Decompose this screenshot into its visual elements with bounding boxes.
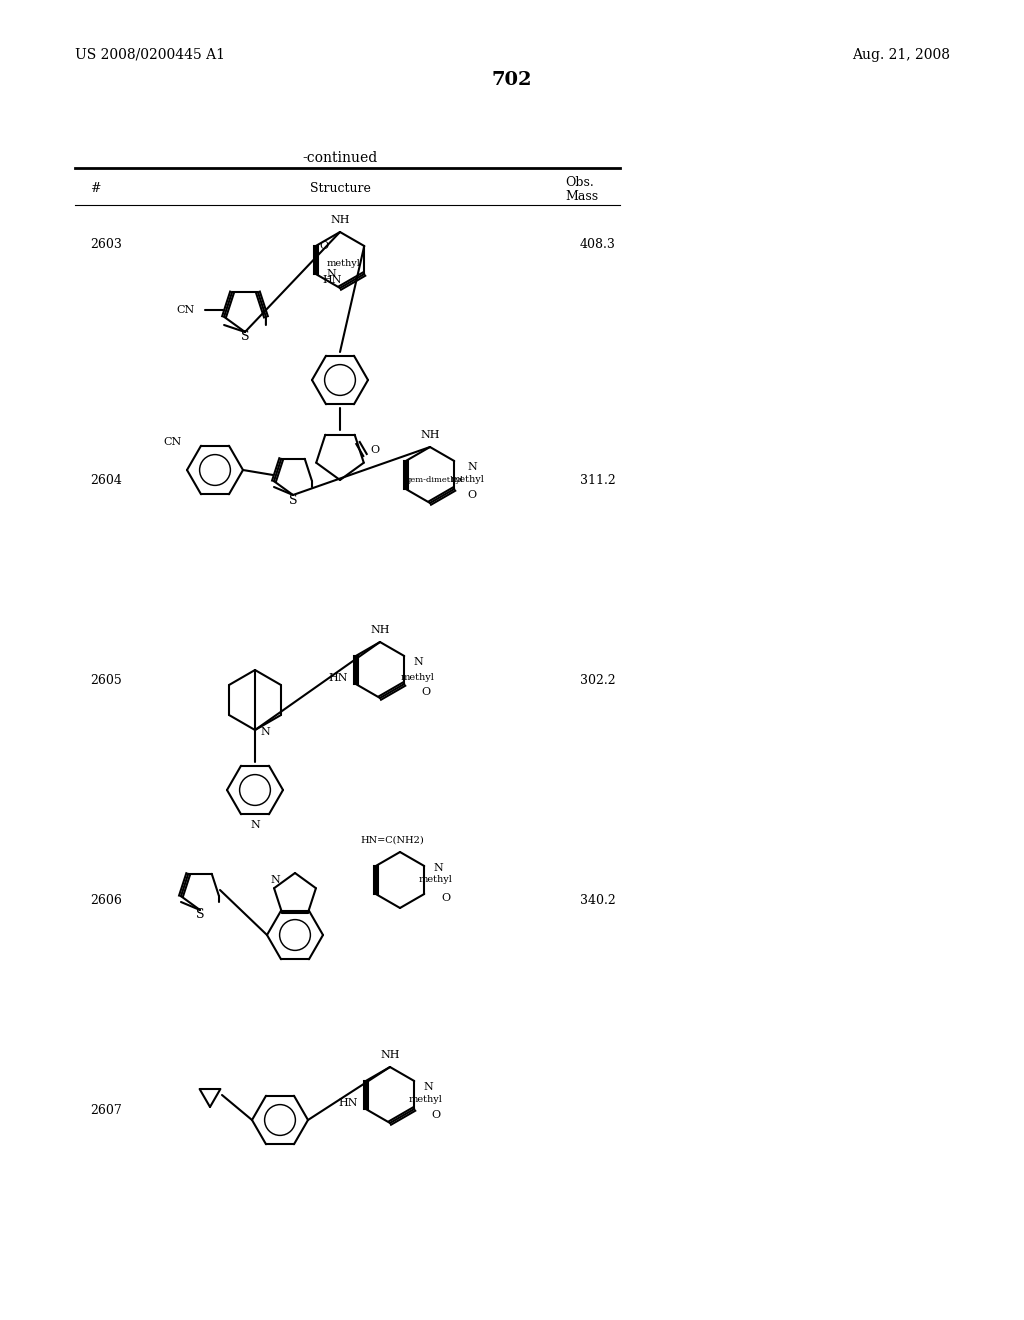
- Text: CN: CN: [164, 437, 182, 447]
- Text: 311.2: 311.2: [580, 474, 615, 487]
- Text: Obs.: Obs.: [565, 176, 594, 189]
- Text: methyl: methyl: [409, 1096, 443, 1105]
- Text: #: #: [90, 181, 100, 194]
- Text: N: N: [433, 863, 442, 873]
- Text: methyl: methyl: [419, 875, 453, 884]
- Text: -continued: -continued: [302, 150, 378, 165]
- Text: O: O: [422, 686, 430, 697]
- Text: Mass: Mass: [565, 190, 598, 202]
- Text: methyl: methyl: [327, 260, 360, 268]
- Text: S: S: [289, 494, 297, 507]
- Text: NH: NH: [371, 624, 390, 635]
- Text: O: O: [431, 1110, 440, 1119]
- Text: N: N: [467, 462, 477, 473]
- Text: methyl: methyl: [401, 673, 435, 682]
- Text: 702: 702: [492, 71, 532, 88]
- Text: US 2008/0200445 A1: US 2008/0200445 A1: [75, 48, 225, 62]
- Text: 340.2: 340.2: [580, 894, 615, 907]
- Text: methyl: methyl: [451, 475, 485, 484]
- Text: 408.3: 408.3: [580, 239, 615, 252]
- Text: 302.2: 302.2: [580, 673, 615, 686]
- Text: NH: NH: [380, 1049, 399, 1060]
- Text: 2607: 2607: [90, 1104, 122, 1117]
- Text: N: N: [423, 1082, 433, 1092]
- Text: Aug. 21, 2008: Aug. 21, 2008: [852, 48, 950, 62]
- Text: 2606: 2606: [90, 894, 122, 907]
- Text: O: O: [371, 445, 380, 455]
- Text: 2604: 2604: [90, 474, 122, 487]
- Text: S: S: [196, 908, 204, 921]
- Text: gem-dimethyl: gem-dimethyl: [406, 477, 464, 484]
- Text: 2605: 2605: [90, 673, 122, 686]
- Text: N: N: [260, 727, 270, 737]
- Text: O: O: [441, 894, 451, 903]
- Text: CN: CN: [177, 305, 195, 315]
- Text: O: O: [319, 242, 329, 251]
- Text: N: N: [270, 875, 280, 884]
- Text: HN: HN: [329, 673, 348, 682]
- Text: N: N: [250, 820, 260, 830]
- Text: O: O: [467, 490, 476, 500]
- Text: N: N: [327, 269, 337, 279]
- Text: NH: NH: [331, 215, 350, 224]
- Text: HN: HN: [338, 1098, 357, 1107]
- Text: N: N: [413, 657, 423, 667]
- Text: HN: HN: [323, 275, 342, 285]
- Text: NH: NH: [420, 430, 439, 440]
- Text: Structure: Structure: [309, 181, 371, 194]
- Text: S: S: [241, 330, 249, 342]
- Text: 2603: 2603: [90, 239, 122, 252]
- Text: HN=C(NH2): HN=C(NH2): [360, 836, 424, 845]
